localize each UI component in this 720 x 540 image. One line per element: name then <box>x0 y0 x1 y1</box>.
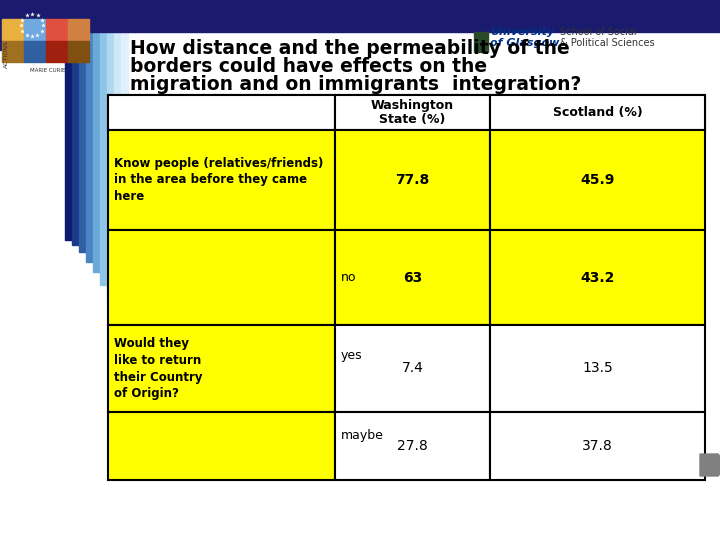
Bar <box>68 19 89 40</box>
Bar <box>490 95 705 130</box>
Bar <box>490 130 705 230</box>
Bar <box>490 325 705 412</box>
Bar <box>79 32 86 252</box>
Bar <box>121 32 128 330</box>
Text: & Political Sciences: & Political Sciences <box>560 38 654 48</box>
Text: 77.8: 77.8 <box>395 173 430 187</box>
Text: 37.8: 37.8 <box>582 439 613 453</box>
Bar <box>335 325 490 412</box>
Text: 27.8: 27.8 <box>397 439 428 453</box>
Bar <box>114 32 121 315</box>
Bar <box>108 95 490 130</box>
Bar <box>65 32 72 240</box>
Bar <box>2 19 23 40</box>
Text: migration and on immigrants  integration?: migration and on immigrants integration? <box>130 75 581 93</box>
Text: How distance and the permeability of the: How distance and the permeability of the <box>130 38 570 57</box>
Text: no: no <box>341 271 356 284</box>
Bar <box>490 95 705 130</box>
Text: MARIE CURIE: MARIE CURIE <box>30 68 66 73</box>
Bar <box>24 19 45 40</box>
Bar <box>490 412 705 480</box>
Bar <box>100 32 107 285</box>
Bar <box>0 0 720 32</box>
Text: 13.5: 13.5 <box>582 361 613 375</box>
Bar <box>72 32 79 245</box>
Bar <box>108 412 335 480</box>
Text: Would they
like to return
their Country
of Origin?: Would they like to return their Country … <box>114 336 202 401</box>
Bar <box>0 0 65 50</box>
Bar <box>490 230 705 325</box>
Bar <box>68 41 89 62</box>
Text: borders could have effects on the: borders could have effects on the <box>130 57 487 76</box>
Text: Know people (relatives/friends)
in the area before they came
here: Know people (relatives/friends) in the a… <box>114 157 323 204</box>
Text: University: University <box>490 27 554 37</box>
Bar <box>108 130 335 230</box>
FancyArrow shape <box>700 454 720 476</box>
Text: 45.9: 45.9 <box>580 173 615 187</box>
Text: of Glasgow: of Glasgow <box>490 38 559 48</box>
Bar <box>108 95 335 130</box>
Bar <box>108 325 335 412</box>
Bar <box>335 230 490 325</box>
Text: 63: 63 <box>403 271 422 285</box>
Bar <box>86 32 93 262</box>
Bar <box>107 32 114 300</box>
Text: Scotland (%): Scotland (%) <box>553 106 642 119</box>
Text: 7.4: 7.4 <box>402 361 423 375</box>
Bar <box>46 19 67 40</box>
Bar <box>108 230 335 325</box>
Text: ACTIONS: ACTIONS <box>4 40 9 68</box>
Bar <box>474 32 488 52</box>
Text: School of Social: School of Social <box>560 27 636 37</box>
Text: yes: yes <box>341 349 363 362</box>
Bar <box>24 41 45 62</box>
Text: 43.2: 43.2 <box>580 271 615 285</box>
Bar <box>335 95 490 130</box>
Bar <box>46 41 67 62</box>
Text: Washington
State (%): Washington State (%) <box>371 98 454 126</box>
Text: maybe: maybe <box>341 429 384 442</box>
Bar <box>93 32 100 272</box>
Bar <box>335 130 490 230</box>
Bar <box>335 412 490 480</box>
Bar <box>2 41 23 62</box>
